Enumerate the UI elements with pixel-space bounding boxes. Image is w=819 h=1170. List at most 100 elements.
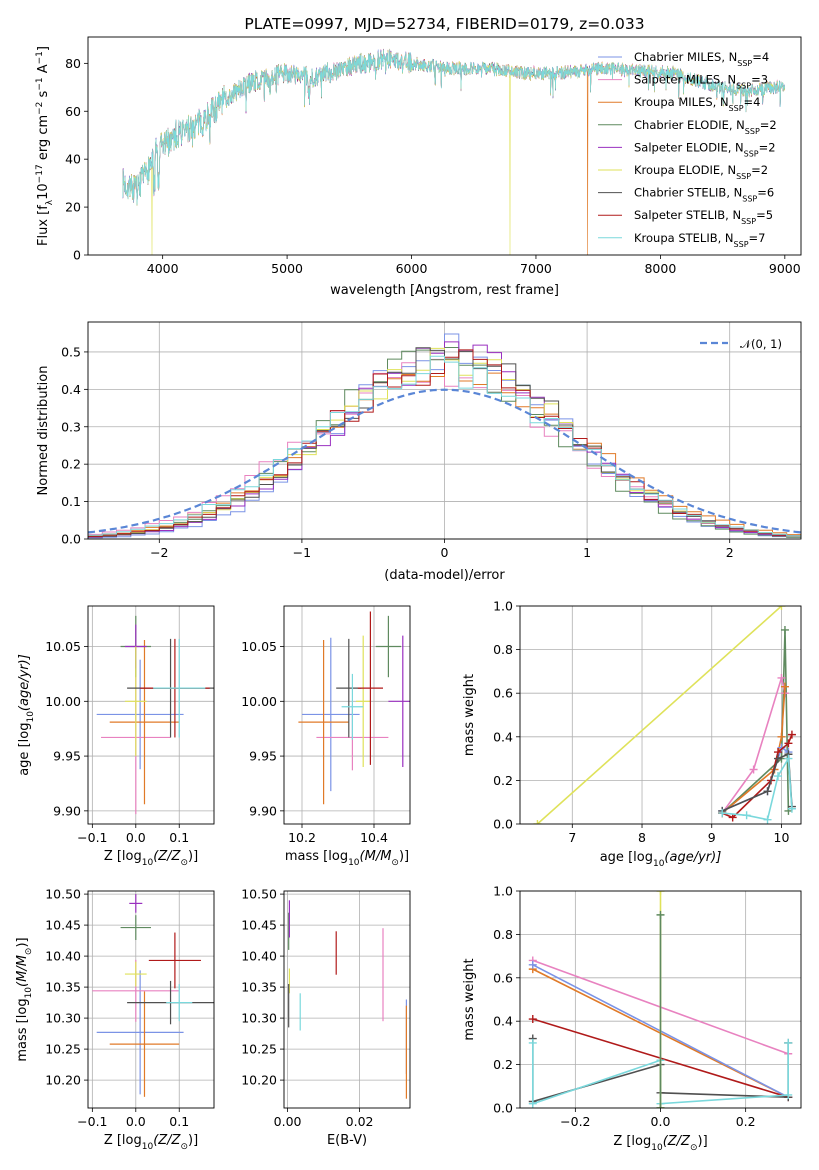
label-part: E(B-V)	[327, 1133, 367, 1148]
x-axis-label: Z [log10(Z/Z⊙)]	[613, 1134, 707, 1153]
errorbar-kroupa_miles	[109, 639, 180, 805]
label-part: (M/M	[15, 955, 30, 987]
label-part: Chabrier ELODIE, N	[634, 118, 745, 132]
label-part: Z [log	[613, 1134, 651, 1149]
weight-marker	[784, 739, 793, 748]
label-part: )]	[188, 849, 198, 864]
y-tick-label: 10.25	[45, 1042, 81, 1057]
y-tick-label: 10.40	[241, 949, 277, 964]
label-part: )]	[188, 1133, 198, 1148]
x-tick-label: 10	[774, 830, 790, 845]
y-tick-label: 9.95	[53, 749, 81, 764]
y-axis-label: age [log10(age/yr)]	[17, 654, 36, 776]
x-tick-label: 8000	[644, 261, 676, 276]
legend: 𝒩(0, 1)	[700, 337, 782, 351]
y-tick-label: 10.30	[241, 1011, 277, 1026]
y-tick-label: 9.95	[249, 749, 277, 764]
y-tick-label: 0.6	[493, 686, 513, 701]
plot-area	[288, 900, 407, 1099]
y-axis-label: mass [log10(M/M⊙)]	[15, 937, 34, 1061]
weight-marker	[763, 815, 772, 824]
label-part: )]	[698, 1134, 708, 1149]
x-axis-label: mass [log10(M/M⊙)]	[285, 849, 409, 868]
y-tick-label: 10.45	[241, 918, 277, 933]
label-part: (Z/Z	[153, 849, 181, 864]
label-part: Chabrier STELIB, N	[634, 186, 742, 200]
y-tick-label: 0.0	[493, 1101, 513, 1116]
legend-entry-normal: 𝒩(0, 1)	[740, 337, 782, 351]
label-part: SSP	[744, 149, 759, 158]
legend-entry: Chabrier STELIB, NSSP=6	[634, 186, 774, 204]
y-tick-label: 10.05	[241, 639, 277, 654]
label-part: =3	[751, 73, 768, 87]
errorbar-salpeter_elodie	[388, 635, 410, 768]
x-tick-label: 8	[638, 830, 646, 845]
weight-marker	[528, 960, 537, 969]
axes: −0.1 0.0 0.1 9.90 9.95 10.00 10.05	[45, 605, 215, 845]
y-tick-label: 0.2	[493, 773, 513, 788]
errorbar-chabrier_elodie	[375, 615, 401, 678]
label-part: A	[36, 64, 51, 77]
label-part: =4	[744, 95, 761, 109]
x-axis-label: Z [log10(Z/Z⊙)]	[104, 849, 198, 868]
label-part: Z [log	[104, 849, 142, 864]
weight-marker	[763, 787, 772, 796]
y-tick-label: 0.6	[493, 970, 513, 985]
x-tick-label: 0.0	[126, 1114, 146, 1129]
x-tick-label: 0.0	[651, 1114, 671, 1129]
label-part: −2	[35, 102, 45, 115]
label-part: Salpeter ELODIE, N	[634, 140, 744, 154]
errorbar-chabrier_stelib	[336, 638, 362, 738]
weight-line	[721, 686, 786, 814]
errorbar-chabrier_elodie	[120, 915, 151, 940]
y-tick-label: 9.90	[249, 803, 277, 818]
label-part: mass [log	[15, 998, 30, 1061]
label-part: s	[36, 90, 51, 101]
errorbar-chabrier_miles	[302, 637, 360, 792]
age-vs-mass-panel: 10.2 10.4 9.90 9.95 10.00 10.05 mass [log10(M/…	[241, 605, 411, 868]
y-tick-label: 10.00	[241, 694, 277, 709]
errorbar-kroupa_stelib	[341, 673, 364, 740]
weight-marker	[656, 910, 665, 919]
axes-frame	[283, 605, 411, 825]
label-part: (age/yr)]	[17, 654, 32, 711]
label-part: SSP	[729, 104, 744, 113]
label-part: λ	[45, 199, 55, 205]
legend-entry: Salpeter MILES, NSSP=3	[634, 73, 768, 91]
x-tick-label: −2	[150, 545, 168, 560]
weight-marker	[718, 809, 727, 818]
errorbar-salpeter_stelib	[357, 611, 383, 765]
label-part: erg cm	[36, 115, 51, 164]
label-part: =2	[751, 163, 768, 177]
y-tick-label: 1.0	[493, 884, 513, 899]
label-part: mass weight	[462, 674, 477, 756]
label-part: −1	[35, 77, 45, 90]
label-part: =4	[752, 50, 769, 64]
label-part: Kroupa STELIB, N	[634, 231, 734, 245]
label-part: =6	[757, 186, 774, 200]
axes-frame	[519, 890, 802, 1109]
y-tick-label: 0.0	[61, 532, 81, 547]
axes-frame	[519, 605, 802, 825]
y-tick-label: 10.20	[45, 1073, 81, 1088]
label-part: =2	[760, 118, 777, 132]
label-part: 10	[36, 183, 51, 200]
label-part: 10	[653, 859, 665, 869]
axes: −2 −1 0 1 2 0.0 0.1 0.2 0.3 0.4 0.5	[61, 321, 802, 560]
x-axis-label: wavelength [Angstrom, rest frame]	[330, 283, 559, 298]
x-tick-label: 9000	[769, 261, 801, 276]
weight-marker	[777, 673, 786, 682]
x-tick-label: −0.2	[560, 1114, 590, 1129]
label-part: mass weight	[462, 958, 477, 1040]
label-part: Flux [f	[36, 205, 51, 246]
y-tick-label: 0.4	[493, 1014, 513, 1029]
spectrum-line-kroupa_stelib	[122, 49, 785, 205]
y-tick-label: 10.40	[45, 949, 81, 964]
y-tick-label: 0.4	[61, 382, 81, 397]
label-part: ⊙	[24, 948, 34, 956]
axes-frame	[87, 605, 215, 825]
axes: −0.2 0.0 0.2 0.0 0.2 0.4 0.6 0.8 1.0	[493, 884, 802, 1129]
axes: 4000 5000 6000 7000 8000 9000 0 20 40 60 80	[65, 36, 802, 276]
y-axis-label: mass weight	[462, 674, 477, 756]
